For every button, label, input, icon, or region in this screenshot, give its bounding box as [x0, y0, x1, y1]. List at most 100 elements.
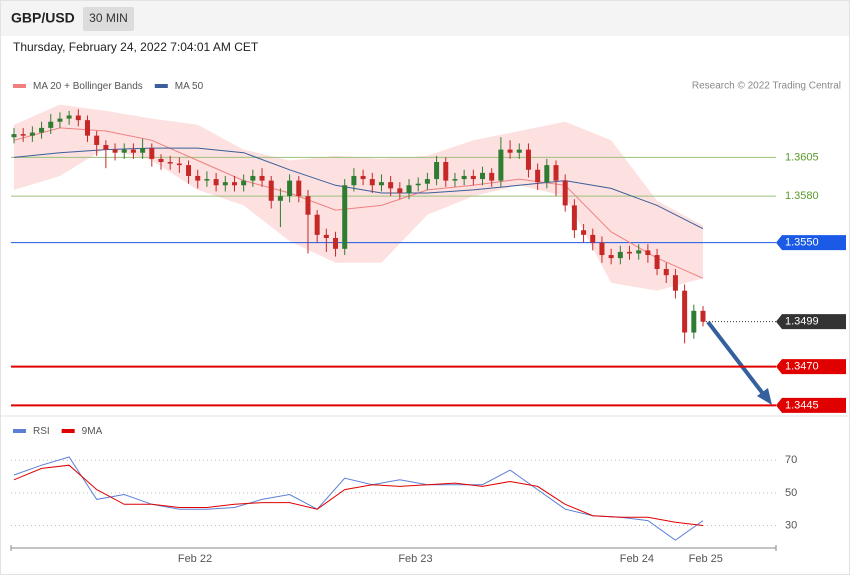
level-tag: [776, 359, 846, 375]
candle-body: [682, 290, 688, 333]
candle-body: [360, 175, 366, 180]
candle-body: [333, 237, 339, 249]
candle-body: [103, 144, 109, 150]
candle-body: [231, 182, 237, 186]
level-label: 1.3550: [785, 237, 819, 249]
candle-body: [434, 162, 440, 180]
candle-body: [672, 275, 678, 291]
candle-body: [378, 182, 384, 186]
candle-body: [305, 196, 311, 215]
candle-body: [397, 188, 403, 194]
rsi-tick-label: 50: [785, 487, 797, 499]
candle-body: [296, 180, 302, 197]
level-label: 1.3580: [785, 190, 819, 202]
candle-body: [553, 165, 559, 181]
candle-body: [369, 179, 375, 186]
candle-body: [571, 205, 577, 231]
candle-body: [489, 172, 495, 181]
legend-swatch: [13, 84, 26, 88]
candle-body: [525, 149, 531, 170]
candle-body: [259, 175, 265, 181]
candle-body: [470, 175, 476, 180]
copyright: Research © 2022 Trading Central: [692, 81, 841, 92]
candle-body: [11, 134, 17, 138]
candle-body: [130, 149, 136, 153]
candle-body: [663, 268, 669, 276]
candle-body: [222, 182, 228, 186]
level-label: 1.3499: [785, 316, 819, 328]
candle-body: [268, 180, 274, 201]
candle-body: [351, 175, 357, 186]
x-tick-label: Feb 25: [689, 553, 723, 565]
candle-body: [29, 132, 35, 136]
candle-body: [277, 196, 283, 201]
candle-body: [323, 234, 329, 238]
candle-body: [121, 149, 127, 153]
candle-body: [149, 148, 155, 159]
candle-body: [388, 182, 394, 189]
candle-body: [617, 251, 623, 259]
candle-body: [480, 172, 486, 180]
candle-body: [213, 179, 219, 186]
candle-body: [250, 175, 256, 181]
candle-body: [581, 230, 587, 235]
candle-body: [342, 185, 348, 249]
candle-body: [645, 250, 651, 256]
ma-line: [13, 127, 704, 279]
candle-body: [443, 162, 449, 181]
candle-body: [691, 310, 697, 333]
candle-body: [66, 115, 72, 119]
candle-body: [654, 255, 660, 269]
candle-body: [636, 250, 642, 254]
legend-label: MA 20 + Bollinger Bands: [33, 81, 143, 92]
timeframe-box[interactable]: [83, 7, 134, 31]
candle-body: [516, 149, 522, 153]
candle-body: [314, 214, 320, 235]
candle-body: [287, 180, 293, 197]
candle-body: [627, 251, 633, 254]
candle-body: [562, 180, 568, 206]
candle-body: [700, 310, 706, 322]
level-tag: [776, 397, 846, 413]
candle-body: [195, 175, 201, 181]
candle-body: [452, 179, 458, 181]
rsi-tick-label: 70: [785, 454, 797, 466]
level-label: 1.3605: [785, 151, 819, 163]
candle-body: [158, 158, 164, 163]
candle-body: [241, 180, 247, 186]
candle-body: [498, 149, 504, 181]
candle-body: [112, 149, 118, 153]
candle-body: [535, 169, 541, 183]
level-tag: [776, 235, 846, 251]
ma-line: [13, 147, 704, 230]
x-tick-label: Feb 24: [620, 553, 654, 565]
forecast-arrowhead: [757, 388, 772, 405]
candle-body: [167, 162, 173, 164]
candle-body: [590, 234, 596, 243]
candle-body: [461, 175, 467, 180]
legend-label: MA 50: [175, 81, 204, 92]
timeframe[interactable]: 30 MIN: [89, 11, 128, 25]
candle-body: [176, 163, 182, 166]
candle-body: [544, 165, 550, 183]
candle-body: [204, 179, 210, 181]
candle-body: [84, 120, 90, 136]
candle-body: [406, 185, 412, 194]
datetime: Thursday, February 24, 2022 7:04:01 AM C…: [13, 40, 259, 54]
candle-body: [415, 183, 421, 186]
candle-body: [599, 242, 605, 256]
legend-swatch: [13, 429, 26, 433]
candle-body: [608, 255, 614, 259]
x-tick-label: Feb 23: [398, 553, 432, 565]
candle-body: [186, 165, 192, 176]
header-bar: [1, 1, 849, 36]
candle-body: [48, 121, 54, 128]
candle-body: [94, 135, 100, 145]
legend-swatch: [61, 429, 75, 433]
level-label: 1.3470: [785, 361, 819, 373]
candle-body: [39, 127, 45, 133]
legend-label: 9MA: [82, 426, 103, 437]
candle-body: [57, 118, 63, 122]
forecast-arrow: [706, 320, 766, 397]
